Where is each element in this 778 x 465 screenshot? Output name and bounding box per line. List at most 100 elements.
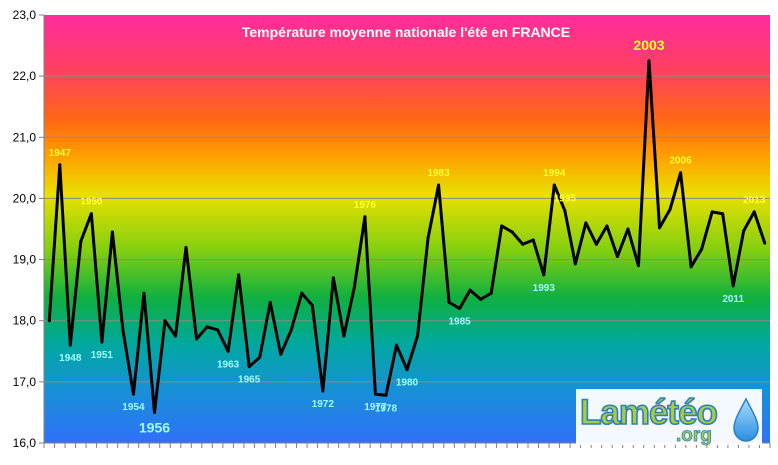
data-point xyxy=(626,227,630,231)
year-annotation-label: 1965 xyxy=(238,375,261,386)
year-annotation-label: 2013 xyxy=(743,195,766,206)
data-point xyxy=(152,410,156,414)
data-point xyxy=(310,303,314,307)
data-point xyxy=(563,209,567,213)
data-point xyxy=(405,368,409,372)
year-annotation-label: 1980 xyxy=(396,378,419,389)
data-point xyxy=(68,343,72,347)
data-point xyxy=(594,242,598,246)
lameteo-logo: Lamétéo .org xyxy=(576,389,762,446)
data-point xyxy=(331,276,335,280)
data-point xyxy=(142,291,146,295)
year-annotation-label: 1948 xyxy=(59,353,82,364)
data-point xyxy=(363,215,367,219)
y-tick-label: 23,0 xyxy=(13,8,37,22)
data-point xyxy=(763,241,767,245)
data-point xyxy=(416,334,420,338)
data-point xyxy=(658,226,662,230)
year-annotation-label: 1976 xyxy=(354,200,377,211)
data-point xyxy=(552,183,556,187)
data-point xyxy=(352,285,356,289)
data-point xyxy=(100,340,104,344)
data-point xyxy=(468,288,472,292)
data-point xyxy=(647,59,651,63)
data-point xyxy=(205,325,209,329)
data-point xyxy=(289,328,293,332)
year-annotation-label: 1977 xyxy=(364,402,387,413)
data-point xyxy=(426,236,430,240)
data-point xyxy=(237,273,241,277)
data-point xyxy=(163,319,167,323)
data-point xyxy=(668,207,672,211)
year-annotation-label: 1994 xyxy=(543,168,566,179)
data-point xyxy=(573,262,577,266)
year-annotation-label: 1947 xyxy=(49,148,72,159)
year-annotation-label: 1954 xyxy=(122,402,145,413)
data-point xyxy=(58,163,62,167)
data-point xyxy=(279,352,283,356)
data-point xyxy=(342,334,346,338)
y-tick-label: 16,0 xyxy=(13,436,37,450)
data-point xyxy=(447,300,451,304)
data-point xyxy=(216,328,220,332)
year-annotation-label: 1985 xyxy=(448,316,471,327)
y-tick-label: 22,0 xyxy=(13,69,37,83)
data-point xyxy=(174,334,178,338)
data-point xyxy=(195,337,199,341)
data-point xyxy=(489,291,493,295)
data-series xyxy=(47,59,767,414)
year-annotation-label: 2006 xyxy=(669,156,692,167)
data-point xyxy=(584,221,588,225)
logo-text-sub: .org xyxy=(676,425,712,446)
data-point xyxy=(752,210,756,214)
y-tick-label: 20,0 xyxy=(13,191,37,205)
year-annotation-label: 2003 xyxy=(633,37,664,53)
y-tick-label: 18,0 xyxy=(13,314,37,328)
data-point xyxy=(721,212,725,216)
data-point xyxy=(636,264,640,268)
year-annotation-label: 1963 xyxy=(217,359,240,370)
data-point xyxy=(742,229,746,233)
data-point xyxy=(131,392,135,396)
data-point xyxy=(121,328,125,332)
year-annotation-label: 1950 xyxy=(80,197,103,208)
year-annotations: 1947 1948 1950 1951 1954 1956 1963 1965 1972 1976… xyxy=(49,37,766,436)
data-point xyxy=(700,247,704,251)
year-annotation-label: 2011 xyxy=(722,294,744,305)
data-point xyxy=(384,393,388,397)
data-point xyxy=(510,230,514,234)
data-point xyxy=(184,245,188,249)
data-point xyxy=(300,291,304,295)
year-annotation-label: 1951 xyxy=(91,350,114,361)
data-point xyxy=(79,239,83,243)
chart-title: Température moyenne nationale l'été en F… xyxy=(242,24,570,40)
y-tick-label: 17,0 xyxy=(13,375,37,389)
year-annotation-label: 1993 xyxy=(533,283,556,294)
logo-background xyxy=(576,389,762,445)
year-annotation-label: 1983 xyxy=(427,168,450,179)
data-point xyxy=(258,355,262,359)
water-drop-icon xyxy=(733,397,759,442)
data-point xyxy=(226,349,230,353)
data-point xyxy=(268,300,272,304)
data-point xyxy=(531,238,535,242)
data-point xyxy=(679,171,683,175)
data-point xyxy=(47,319,51,323)
data-point xyxy=(321,389,325,393)
data-point xyxy=(500,224,504,228)
data-point xyxy=(89,212,93,216)
data-point xyxy=(458,306,462,310)
year-annotation-label: 1978 xyxy=(375,403,398,414)
logo-text-main: Lamétéo xyxy=(580,393,718,432)
year-annotation-label: 1956 xyxy=(139,419,170,435)
data-point xyxy=(731,284,735,288)
data-point xyxy=(373,392,377,396)
data-point xyxy=(521,242,525,246)
axes: 16,0 17,0 18,0 19,0 20,0 21,0 22,0 23,0 xyxy=(13,8,771,450)
year-annotation-label: 1972 xyxy=(312,399,335,410)
year-annotation-label: 1995 xyxy=(554,194,577,205)
data-point xyxy=(437,183,441,187)
data-point xyxy=(247,365,251,369)
